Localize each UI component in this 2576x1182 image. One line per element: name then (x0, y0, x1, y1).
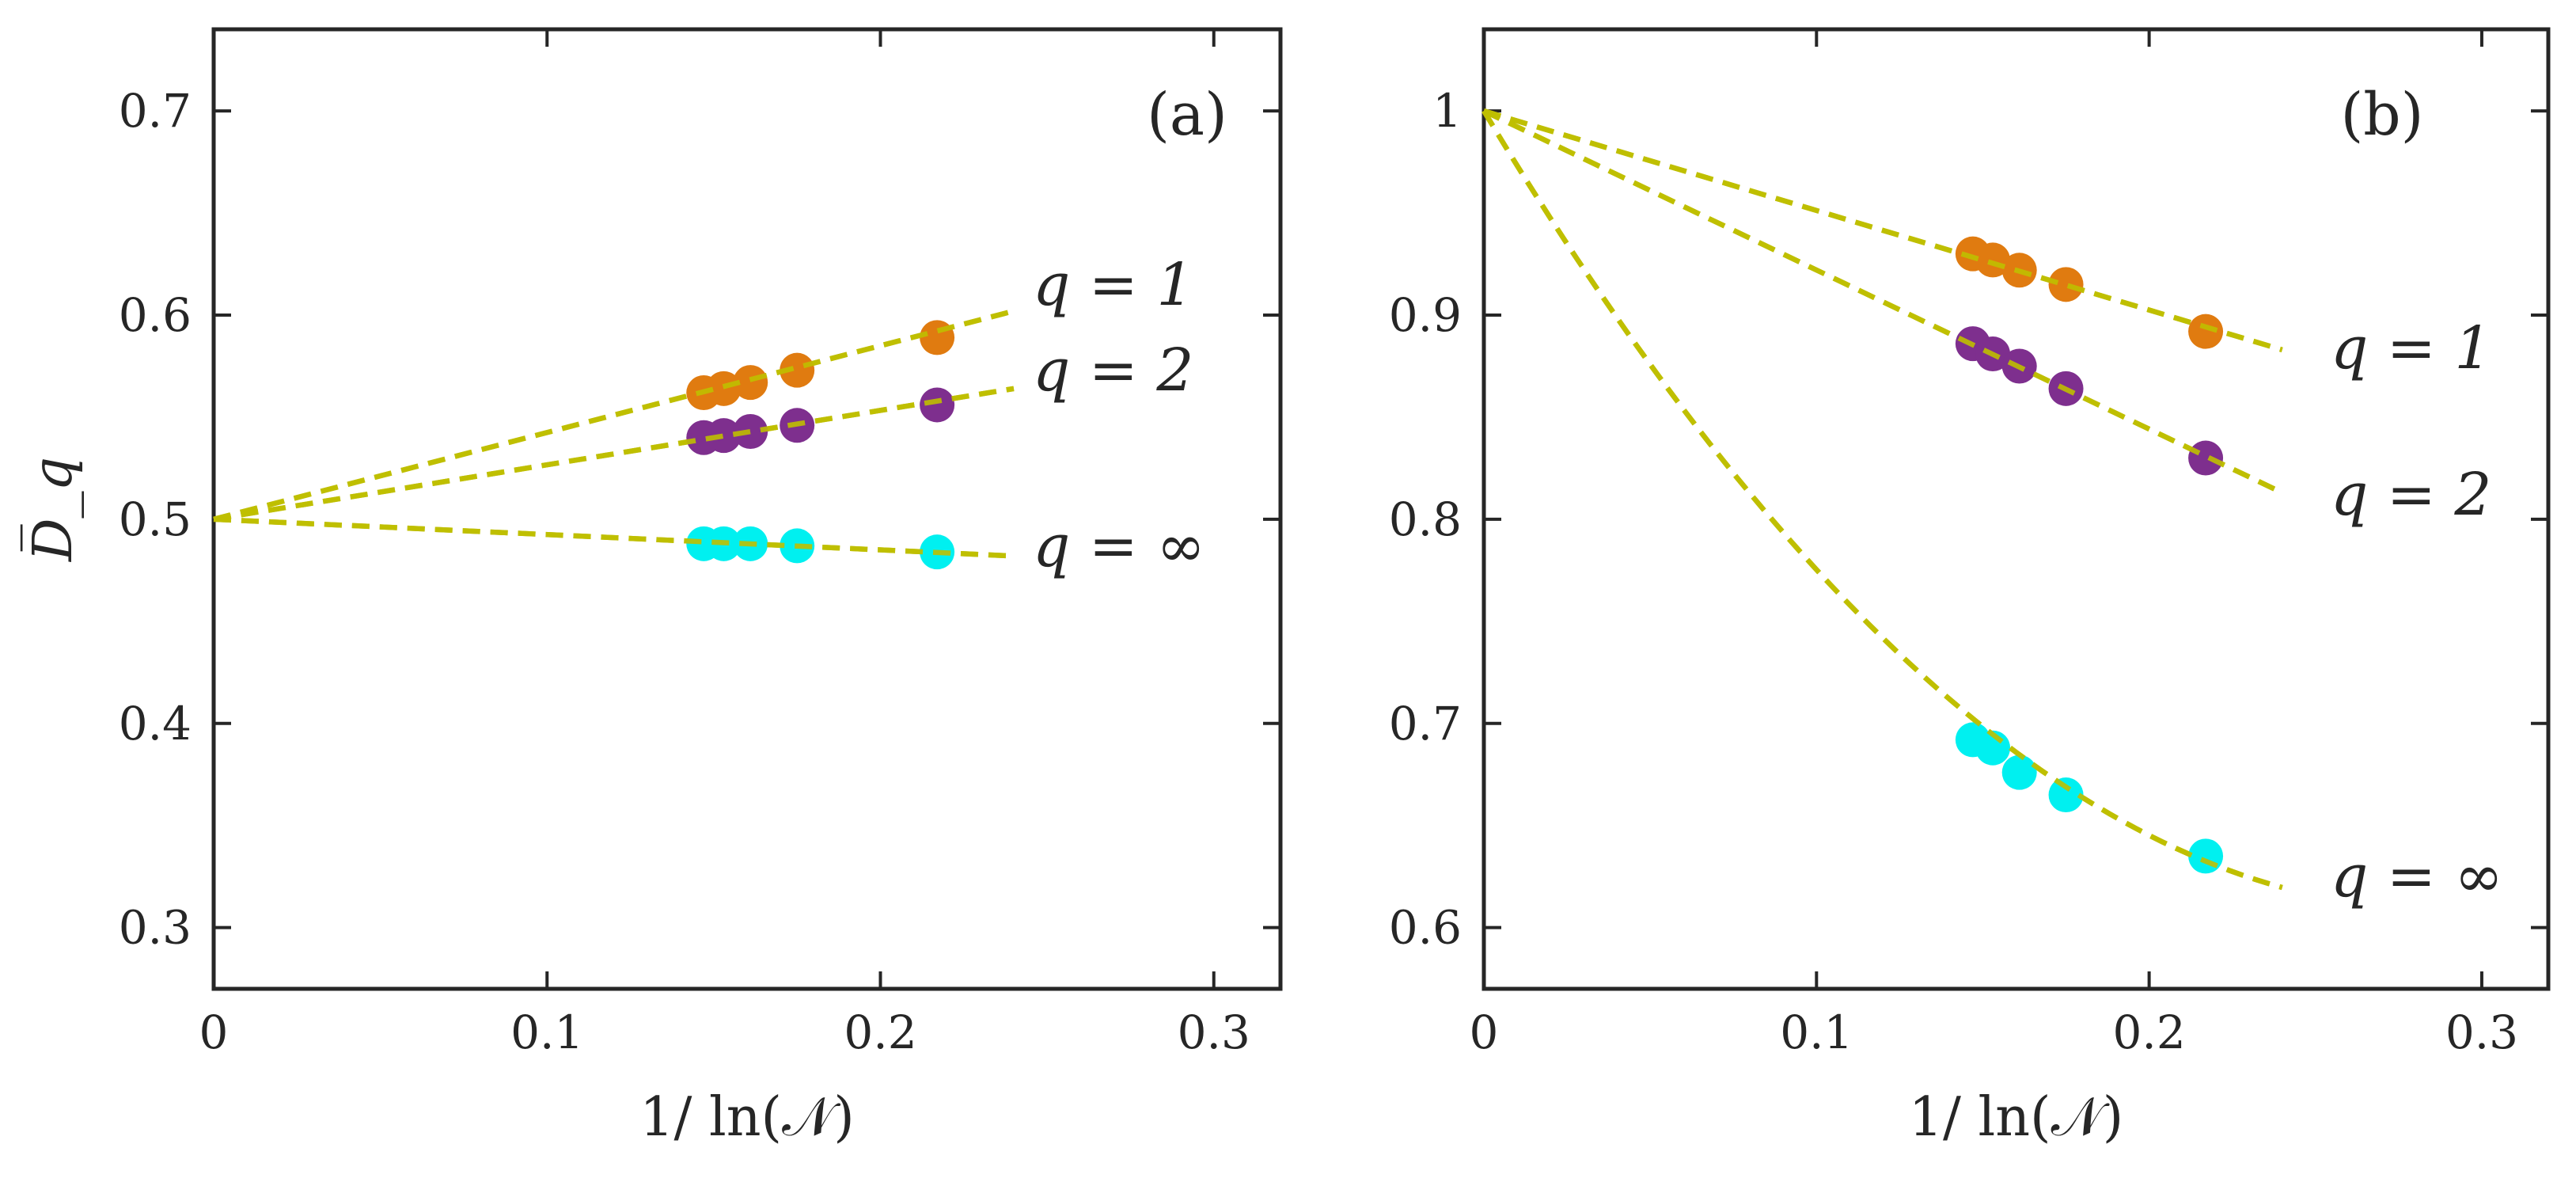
marker-q1 (2188, 314, 2224, 349)
x-tick-label: 0.1 (510, 1005, 583, 1059)
panel-label: (b) (2340, 81, 2423, 149)
marker-qinf (2048, 777, 2084, 813)
x-tick-label: 0 (199, 1005, 229, 1059)
fit-line-overlay-q2 (213, 386, 1015, 523)
series-label-q2: q = 2 (2331, 461, 2492, 529)
fit-line-overlay-qinf (213, 516, 1015, 559)
y-tick-label: 0.9 (1389, 288, 1462, 342)
series-label-qinf: q = ∞ (1033, 512, 1205, 580)
y-tick-label: 0.6 (1389, 901, 1462, 955)
y-tick-label: 0.6 (119, 288, 192, 342)
panel-a: 0 0.1 0.2 0.3 0.3 0.4 0.5 0.6 0.7 1/ ln(𝒩) D̅_q (a)… (21, 27, 1283, 1149)
x-axis-label: 1/ ln(𝒩) (639, 1086, 855, 1149)
x-axis-label: 1/ ln(𝒩) (1909, 1086, 2124, 1149)
marker-q1 (2048, 267, 2084, 302)
series-label-q1: q = 1 (1033, 251, 1194, 319)
marker-q1 (1975, 242, 2011, 278)
x-tick-label: 0 (1470, 1005, 1499, 1059)
marker-q2 (2188, 440, 2224, 476)
y-tick-label: 0.7 (119, 84, 192, 138)
series-label-q2: q = 2 (1033, 336, 1194, 405)
marker-q1 (733, 365, 768, 401)
y-tick-label: 0.4 (119, 697, 192, 751)
x-tick-label: 0.1 (1780, 1005, 1853, 1059)
y-tick-label: 0.3 (119, 901, 192, 955)
y-axis-label: D̅_q (21, 457, 85, 563)
axes-frame (1481, 27, 2551, 991)
marker-q1 (780, 352, 815, 388)
y-tick-label: 0.7 (1389, 697, 1462, 751)
y-tick-label: 0.5 (119, 492, 192, 546)
series-label-qinf: q = ∞ (2331, 842, 2503, 910)
panel-b: 0 0.1 0.2 0.3 0.6 0.7 0.8 0.9 1 1/ ln(𝒩) (b) q = 1 q… (1389, 27, 2551, 1149)
y-tick-label: 0.8 (1389, 492, 1462, 546)
marker-qinf (2188, 838, 2224, 874)
marker-qinf (2001, 754, 2037, 790)
x-tick-label: 0.2 (2113, 1005, 2186, 1059)
marker-q2 (706, 418, 742, 454)
marker-q2 (733, 414, 768, 450)
axes-frame (211, 27, 1283, 991)
fit-line-overlay-qinf (1481, 109, 2283, 891)
panel-label: (a) (1147, 81, 1227, 149)
marker-q2 (920, 387, 955, 423)
fit-line-overlay-q2 (1482, 108, 2284, 496)
fit-line-qinf (1481, 109, 2283, 891)
y-tick-label: 1 (1432, 84, 1462, 138)
fit-line-overlay-q1 (1483, 108, 2283, 352)
series-label-q1: q = 1 (2331, 314, 2492, 382)
x-tick-label: 0.3 (1178, 1005, 1250, 1059)
x-tick-label: 0.2 (844, 1005, 916, 1059)
x-tick-label: 0.3 (2445, 1005, 2518, 1059)
fit-line-overlay-q1 (213, 308, 1015, 523)
